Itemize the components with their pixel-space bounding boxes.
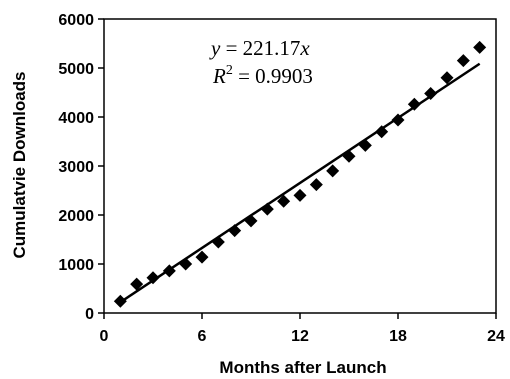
r-symbol: R (212, 64, 226, 88)
y-tick-label: 6000 (58, 12, 94, 29)
y-tick-label: 5000 (58, 61, 94, 78)
data-point (375, 125, 389, 139)
axes (98, 18, 497, 319)
eq-slope: = 221.17 (220, 36, 300, 60)
data-point (130, 277, 144, 291)
regression-equation: y = 221.17x (209, 36, 310, 60)
data-point (309, 178, 323, 192)
eq-y-var: y (209, 36, 221, 60)
x-tick-label: 18 (389, 328, 407, 345)
data-point (260, 202, 274, 216)
data-point (211, 235, 225, 249)
data-point (277, 194, 291, 208)
tick-labels: 0 6 12 18 24 0 1000 2000 3000 4000 5000 6000 (58, 12, 505, 345)
data-point (146, 271, 160, 285)
r-value: = 0.9903 (233, 64, 313, 88)
x-tick-label: 24 (487, 328, 505, 345)
y-tick-label: 2000 (58, 208, 94, 225)
eq-x-var: x (299, 36, 310, 60)
data-point (162, 264, 176, 278)
data-point (440, 71, 454, 85)
data-point (407, 97, 421, 111)
x-axis-title: Months after Launch (219, 358, 386, 377)
data-point (244, 214, 258, 228)
data-point (342, 149, 356, 163)
data-point (424, 86, 438, 100)
data-point (228, 224, 242, 238)
data-point (195, 250, 209, 264)
trendline (119, 62, 481, 304)
x-tick-label: 0 (100, 328, 109, 345)
r-squared: R2 = 0.9903 (212, 63, 313, 88)
data-point (473, 40, 487, 54)
data-point (113, 294, 127, 308)
data-point (326, 164, 340, 178)
x-tick-label: 6 (198, 328, 207, 345)
y-axis-title: Cumulatvie Downloads (10, 71, 29, 258)
data-point (293, 188, 307, 202)
data-point (179, 257, 193, 271)
y-tick-label: 0 (85, 306, 94, 323)
data-point (358, 138, 372, 152)
data-point (391, 113, 405, 127)
y-tick-label: 4000 (58, 110, 94, 127)
data-points (113, 40, 487, 308)
y-tick-label: 1000 (58, 257, 94, 274)
y-tick-label: 3000 (58, 159, 94, 176)
data-point (456, 54, 470, 68)
trendline-layer (119, 62, 481, 304)
x-tick-label: 12 (291, 328, 309, 345)
r-superscript: 2 (226, 63, 233, 78)
